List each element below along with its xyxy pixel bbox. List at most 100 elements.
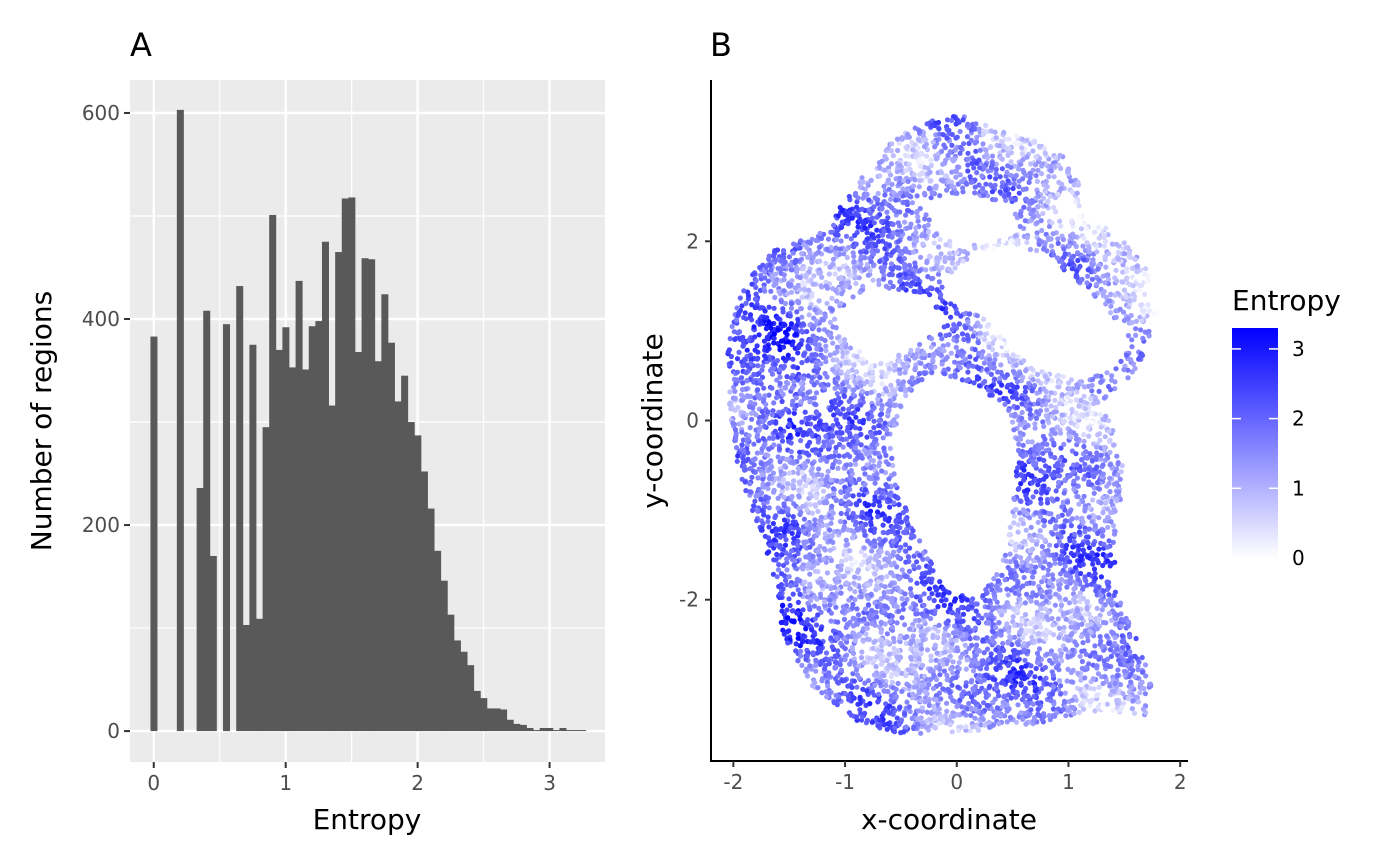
region-point bbox=[820, 317, 827, 323]
region-point bbox=[954, 628, 960, 634]
region-point bbox=[948, 373, 954, 379]
region-point bbox=[1015, 166, 1022, 172]
region-point bbox=[1062, 690, 1068, 696]
region-point bbox=[1049, 660, 1055, 666]
region-point bbox=[894, 715, 900, 721]
region-point bbox=[862, 552, 868, 559]
region-point bbox=[1042, 518, 1048, 524]
region-point bbox=[860, 417, 867, 423]
region-point bbox=[815, 471, 821, 477]
region-point bbox=[805, 416, 812, 422]
histogram-bar bbox=[559, 728, 567, 732]
region-point bbox=[1043, 189, 1049, 195]
region-point bbox=[888, 693, 895, 699]
region-point bbox=[1039, 579, 1045, 585]
region-point bbox=[770, 571, 777, 577]
region-point bbox=[1119, 633, 1125, 639]
region-point bbox=[885, 215, 891, 221]
region-point bbox=[1053, 155, 1059, 161]
region-point bbox=[755, 475, 761, 481]
region-point bbox=[771, 442, 777, 448]
region-point bbox=[852, 597, 858, 603]
region-point bbox=[926, 565, 933, 571]
region-point bbox=[1081, 476, 1087, 482]
region-point bbox=[771, 305, 777, 311]
region-point bbox=[1062, 563, 1068, 569]
region-point bbox=[816, 466, 822, 472]
region-point bbox=[950, 675, 956, 681]
region-point bbox=[1072, 565, 1078, 571]
region-point bbox=[864, 434, 870, 440]
region-point bbox=[1002, 608, 1008, 614]
region-point bbox=[861, 626, 867, 632]
region-point bbox=[1123, 651, 1129, 657]
region-point bbox=[1022, 424, 1028, 431]
region-point bbox=[753, 493, 759, 499]
region-point bbox=[760, 436, 766, 442]
region-point bbox=[787, 602, 793, 609]
region-point bbox=[1076, 403, 1082, 409]
region-point bbox=[1133, 694, 1139, 700]
region-point bbox=[795, 587, 801, 593]
region-point bbox=[1061, 441, 1067, 447]
region-point bbox=[1123, 294, 1129, 300]
region-point bbox=[931, 597, 937, 604]
region-point bbox=[1038, 606, 1044, 612]
region-point bbox=[888, 265, 894, 271]
region-point bbox=[947, 605, 953, 612]
region-point bbox=[759, 367, 765, 373]
region-point bbox=[875, 197, 881, 203]
region-point bbox=[819, 690, 825, 696]
region-point bbox=[1074, 515, 1080, 521]
region-point bbox=[874, 614, 880, 620]
histogram-bar bbox=[513, 723, 521, 732]
region-point bbox=[807, 544, 813, 550]
region-point bbox=[1133, 326, 1139, 332]
histogram-bar bbox=[275, 349, 283, 732]
region-point bbox=[783, 577, 789, 584]
region-point bbox=[1081, 235, 1087, 241]
region-point bbox=[911, 724, 917, 730]
histogram-bar bbox=[302, 369, 310, 732]
region-point bbox=[1100, 527, 1106, 533]
region-point bbox=[902, 622, 908, 628]
region-point bbox=[1050, 672, 1056, 678]
region-point bbox=[1046, 223, 1053, 229]
region-point bbox=[1001, 694, 1007, 700]
region-point bbox=[749, 474, 755, 480]
region-point bbox=[1026, 672, 1032, 678]
region-point bbox=[765, 486, 771, 492]
region-point bbox=[790, 519, 797, 525]
region-point bbox=[834, 298, 840, 304]
region-point bbox=[729, 323, 735, 330]
region-point bbox=[823, 343, 829, 349]
region-point bbox=[929, 190, 935, 196]
region-point bbox=[833, 497, 839, 504]
region-point bbox=[1057, 678, 1063, 684]
region-point bbox=[880, 529, 886, 536]
region-point bbox=[1014, 607, 1020, 614]
region-point bbox=[851, 678, 858, 684]
region-point bbox=[1142, 662, 1149, 668]
region-point bbox=[986, 719, 992, 725]
region-point bbox=[906, 235, 913, 241]
region-point bbox=[798, 509, 804, 515]
region-point bbox=[903, 212, 909, 218]
region-point bbox=[941, 668, 948, 674]
region-point bbox=[1019, 409, 1025, 416]
region-point bbox=[1029, 439, 1035, 445]
region-point bbox=[974, 635, 981, 641]
region-point bbox=[809, 510, 816, 516]
region-point bbox=[838, 498, 844, 504]
region-point bbox=[1059, 658, 1065, 664]
region-point bbox=[914, 209, 920, 215]
histogram-bar bbox=[354, 351, 362, 732]
region-point bbox=[952, 265, 958, 271]
region-point bbox=[1128, 679, 1134, 685]
region-point bbox=[797, 591, 803, 598]
region-point bbox=[1125, 375, 1131, 381]
region-point bbox=[949, 179, 955, 185]
region-point bbox=[777, 380, 783, 387]
region-point bbox=[754, 518, 760, 524]
region-point bbox=[1020, 167, 1026, 173]
